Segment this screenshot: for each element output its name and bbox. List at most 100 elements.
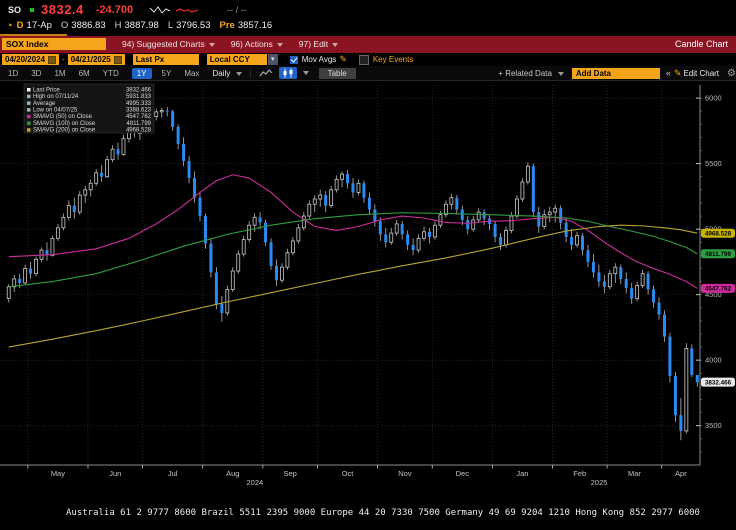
chart-type-dropdown-icon[interactable]: [302, 71, 309, 75]
screen-title: Candle Chart: [674, 39, 728, 50]
month-label: Feb: [573, 469, 586, 478]
legend-value: 5931.833: [126, 94, 152, 100]
edit-mov-avgs-pencil-icon[interactable]: ✎: [339, 54, 347, 64]
calendar-icon[interactable]: [48, 55, 57, 64]
legend-swatch-icon: [27, 121, 31, 125]
legend-label: SMAVG (100) on Close: [33, 121, 96, 127]
period-6m[interactable]: 6M: [78, 68, 90, 78]
low-value: 3796.53: [176, 20, 211, 31]
period-ytd[interactable]: YTD: [102, 68, 119, 78]
sma-line: [8, 224, 698, 348]
footer-contacts-line1: Australia 61 2 9777 8600 Brazil 5511 239…: [66, 508, 700, 518]
low-label: L: [167, 20, 174, 31]
period-1d[interactable]: 1D: [8, 68, 19, 78]
period-3d[interactable]: 3D: [31, 68, 42, 78]
session-line: ◔ D 17-Ap O 3886.83 H 3887.98 L 3796.53 …: [0, 18, 736, 33]
month-label: Aug: [226, 469, 239, 478]
axis-badge-value: 4811.799: [705, 251, 731, 258]
calendar-icon[interactable]: [113, 55, 122, 64]
month-label: Jan: [516, 469, 528, 478]
chevron-down-icon: [208, 43, 215, 47]
chart-controls: 04/20/2024 - 04/21/2025 Last Px Local CC…: [0, 53, 736, 66]
month-label: Oct: [342, 469, 355, 478]
chart-legend: Last Price 3832.466 High on 07/11/24 5931.8…: [23, 83, 155, 134]
edit-chart-button[interactable]: Edit Chart: [683, 68, 720, 78]
delay-flag: D: [16, 20, 24, 31]
legend-swatch-icon: [27, 128, 31, 132]
settings-gear-icon[interactable]: ⚙: [727, 67, 736, 79]
period-1m[interactable]: 1M: [54, 68, 66, 78]
price-change: -24.700: [95, 3, 134, 16]
chevron-down-icon: [557, 71, 564, 76]
related-data-button[interactable]: + Related Data: [498, 69, 564, 78]
session-date: 17-Ap: [26, 20, 52, 31]
axis-badge-value: 4547.762: [705, 286, 732, 293]
candle-chart-canvas[interactable]: 3500400045005000550060004968.5284811.799…: [0, 80, 736, 488]
legend-value: 4995.333: [126, 101, 152, 107]
candle-chart-type-button-active[interactable]: [278, 67, 297, 79]
quote-line: SO 3832.4 -24.700 -- / --: [0, 2, 736, 17]
menu-actions[interactable]: 96) Actions: [231, 39, 283, 49]
mini-sparkline-red-icon: [175, 7, 199, 13]
key-events-checkbox[interactable]: [358, 54, 369, 65]
period-toolbar: 1D 3D 1M 6M YTD 1Y 5Y Max Daily | Table …: [0, 66, 736, 81]
y-tick-label: 5500: [705, 159, 722, 168]
table-button[interactable]: Table: [318, 67, 356, 79]
collapse-icon[interactable]: «: [665, 68, 671, 78]
frequency-select[interactable]: Daily: [212, 69, 243, 78]
y-tick-label: 4500: [705, 290, 722, 299]
menu-bar: SOX Index 94) Suggested Charts 96) Actio…: [0, 36, 736, 53]
month-label: Sep: [283, 469, 296, 478]
add-data-input[interactable]: Add Data: [571, 67, 660, 79]
y-tick-label: 3500: [705, 421, 722, 430]
currency-dropdown-button[interactable]: ▾: [267, 54, 278, 65]
prev-value: 3857.16: [237, 20, 273, 31]
menu-edit[interactable]: 97) Edit: [299, 39, 339, 49]
month-label: Nov: [398, 469, 412, 478]
axis-badge-value: 3832.466: [705, 379, 732, 386]
legend-label: SMAVG (200) on Close: [33, 128, 96, 134]
gridlines: [0, 85, 700, 465]
month-label: Apr: [675, 469, 687, 478]
legend-value: 4811.799: [126, 121, 151, 127]
mov-avgs-checkbox[interactable]: [289, 55, 298, 64]
key-events-label: Key Events: [372, 55, 414, 64]
x-axis: May Jun Jul Aug Sep Oct Nov Dec Jan Feb Mar Apr 2024…: [27, 465, 687, 487]
date-from-input[interactable]: 04/20/2024: [2, 54, 60, 65]
high-label: H: [114, 20, 122, 31]
prev-label: Pre: [219, 20, 235, 31]
axis-badge-value: 4968.528: [705, 231, 732, 238]
edit-chart-pencil-icon: ✎: [673, 67, 682, 78]
line-chart-type-button[interactable]: [259, 67, 273, 79]
year-label: 2024: [246, 478, 263, 487]
period-5y[interactable]: 5Y: [161, 68, 172, 78]
sma-line: [8, 212, 698, 288]
sma-line: [8, 174, 698, 289]
accent-bar: [0, 33, 67, 36]
legend-value: 4547.762: [126, 114, 152, 120]
currency-select[interactable]: Local CCY: [206, 54, 267, 65]
open-label: O: [60, 20, 69, 31]
security-input[interactable]: SOX Index: [2, 38, 106, 51]
price-chart[interactable]: 3500400045005000550060004968.5284811.799…: [0, 80, 736, 488]
bid-ask-placeholder: -- / --: [227, 4, 247, 15]
date-to-input[interactable]: 04/21/2025: [67, 54, 125, 65]
month-label: Jun: [109, 469, 121, 478]
candles: [6, 107, 699, 441]
legend-value: 4968.528: [126, 128, 152, 134]
terminal-footer: Australia 61 2 9777 8600 Brazil 5511 239…: [0, 488, 736, 530]
period-1y-active[interactable]: 1Y: [131, 67, 152, 79]
legend-swatch-icon: [27, 101, 31, 105]
month-label: Jul: [168, 469, 178, 478]
period-max[interactable]: Max: [184, 68, 200, 78]
chevron-down-icon: [332, 43, 339, 47]
legend-swatch-icon: [27, 88, 31, 92]
mov-avgs-label: Mov Avgs: [301, 55, 337, 64]
legend-swatch-icon: [27, 114, 31, 119]
price-field-select[interactable]: Last Px: [132, 54, 199, 65]
legend-label: Low on 04/07/25: [33, 108, 78, 114]
legend-value: 3388.623: [126, 108, 152, 114]
menu-suggested-charts[interactable]: 94) Suggested Charts: [122, 39, 215, 49]
open-value: 3886.83: [71, 20, 106, 31]
chevron-down-icon: [236, 71, 243, 76]
